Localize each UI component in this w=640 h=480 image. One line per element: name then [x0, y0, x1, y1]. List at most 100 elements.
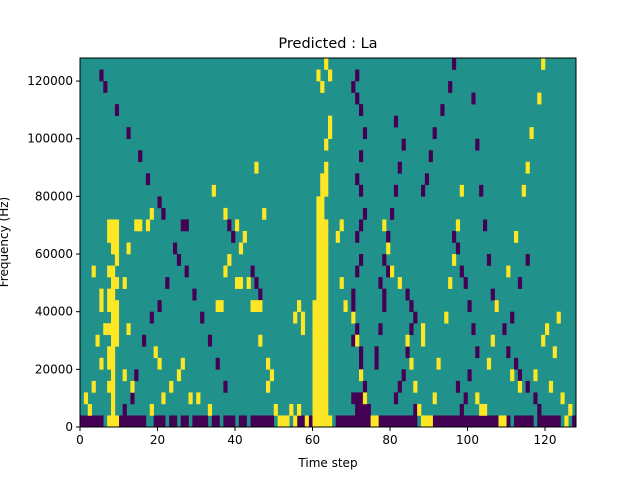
heatmap-cell-high — [324, 415, 329, 428]
heatmap-cell-low — [99, 69, 104, 82]
heatmap-cell-high — [153, 346, 158, 359]
heatmap-cell-high — [448, 277, 453, 289]
heatmap-cell-low — [386, 265, 391, 278]
heatmap-cell-high — [289, 403, 294, 416]
heatmap-cell-low — [517, 369, 523, 382]
heatmap-cell-high — [320, 300, 325, 312]
heatmap-cell-low — [359, 357, 364, 370]
heatmap-cell-high — [328, 127, 333, 140]
heatmap-cell-low — [359, 254, 364, 266]
heatmap-cell-low — [355, 265, 360, 278]
heatmap-cell-high — [281, 415, 286, 428]
heatmap-cell-low — [486, 415, 492, 428]
heatmap-cell-high — [320, 288, 325, 301]
heatmap-cell-low — [366, 415, 371, 428]
heatmap-cell-high — [479, 403, 484, 416]
heatmap-cell-low — [359, 184, 364, 197]
heatmap-cell-high — [111, 323, 116, 336]
heatmap-cell-low — [355, 415, 360, 428]
heatmap-cell-low — [200, 415, 205, 428]
heatmap-cell-high — [324, 230, 329, 243]
heatmap-cell-high — [235, 277, 240, 289]
heatmap-cell-low — [126, 415, 131, 428]
heatmap-cell-low — [161, 415, 166, 428]
heatmap-cell-low — [467, 369, 472, 382]
heatmap-cell-low — [428, 150, 433, 163]
heatmap-cell-high — [107, 346, 112, 359]
heatmap-cell-low — [455, 242, 461, 255]
heatmap-cell-high — [316, 323, 321, 336]
heatmap-cell-low — [541, 415, 546, 428]
heatmap-cell-low — [486, 254, 492, 266]
heatmap-cell-high — [316, 403, 321, 416]
heatmap-cell-high — [421, 334, 426, 347]
heatmap-cell-low — [355, 69, 360, 82]
heatmap-cell-low — [231, 415, 236, 428]
heatmap-cell-high — [324, 403, 329, 416]
heatmap-cell-high — [316, 219, 321, 232]
heatmap-cell-high — [312, 415, 317, 428]
heatmap-cell-high — [188, 392, 193, 405]
heatmap-cell-low — [138, 415, 143, 428]
heatmap-cell-high — [417, 403, 422, 416]
heatmap-cell-high — [521, 184, 526, 197]
heatmap-cell-low — [467, 415, 472, 428]
heatmap-cell-high — [386, 242, 391, 255]
heatmap-cell-low — [165, 277, 170, 289]
heatmap-cell-high — [114, 219, 120, 232]
heatmap-cell-low — [184, 415, 189, 428]
heatmap-cell-high — [316, 415, 321, 428]
heatmap-cell-low — [459, 403, 464, 416]
heatmap-cell-high — [207, 403, 213, 416]
heatmap-cell-low — [440, 415, 445, 428]
heatmap-cell-high — [316, 230, 321, 243]
heatmap-cell-high — [374, 415, 379, 428]
heatmap-cell-high — [316, 242, 321, 255]
heatmap-cell-low — [494, 415, 499, 428]
x-tick-label: 20 — [150, 433, 165, 447]
heatmap-cell-high — [114, 415, 120, 428]
heatmap-cell-high — [266, 380, 271, 393]
x-tick-label: 60 — [305, 433, 320, 447]
heatmap-cell-high — [126, 242, 131, 255]
heatmap-cell-high — [312, 334, 317, 347]
heatmap-cell-low — [130, 415, 135, 428]
heatmap-cell-low — [359, 403, 364, 416]
heatmap-cell-low — [393, 392, 399, 405]
heatmap-cell-low — [529, 415, 534, 428]
heatmap-cell-high — [107, 265, 112, 278]
heatmap-cell-high — [111, 334, 116, 347]
heatmap-cell-high — [351, 311, 356, 324]
heatmap-cell-high — [320, 219, 325, 232]
heatmap-cell-low — [355, 173, 360, 186]
heatmap-cell-high — [107, 323, 112, 336]
heatmap-cell-low — [122, 403, 127, 416]
heatmap-cell-low — [479, 415, 484, 428]
heatmap-cell-high — [111, 242, 116, 255]
heatmap-cell-high — [537, 92, 542, 105]
heatmap-cell-low — [339, 415, 344, 428]
heatmap-cell-low — [459, 265, 464, 278]
heatmap-cell-high — [316, 207, 321, 220]
heatmap-cell-low — [250, 265, 255, 278]
heatmap-cell-low — [514, 357, 519, 370]
heatmap-cell-high — [273, 403, 278, 416]
heatmap-cell-high — [114, 277, 120, 289]
heatmap-cell-high — [316, 265, 321, 278]
heatmap-cell-high — [211, 184, 216, 197]
heatmap-cell-high — [564, 415, 569, 428]
heatmap-cell-high — [215, 300, 220, 312]
heatmap-cell-high — [258, 300, 263, 312]
heatmap-cell-low — [180, 219, 185, 232]
heatmap-cell-low — [362, 415, 368, 428]
heatmap-cell-low — [545, 415, 550, 428]
heatmap-cell-high — [114, 334, 120, 347]
heatmap-cell-low — [355, 92, 360, 105]
heatmap-cell-high — [114, 311, 120, 324]
heatmap-cell-low — [378, 415, 383, 428]
heatmap-cell-high — [91, 265, 96, 278]
heatmap-cell-low — [448, 81, 453, 93]
heatmap-cell-high — [324, 254, 329, 266]
heatmap-cell-low — [452, 58, 457, 70]
heatmap-cell-low — [405, 288, 410, 301]
